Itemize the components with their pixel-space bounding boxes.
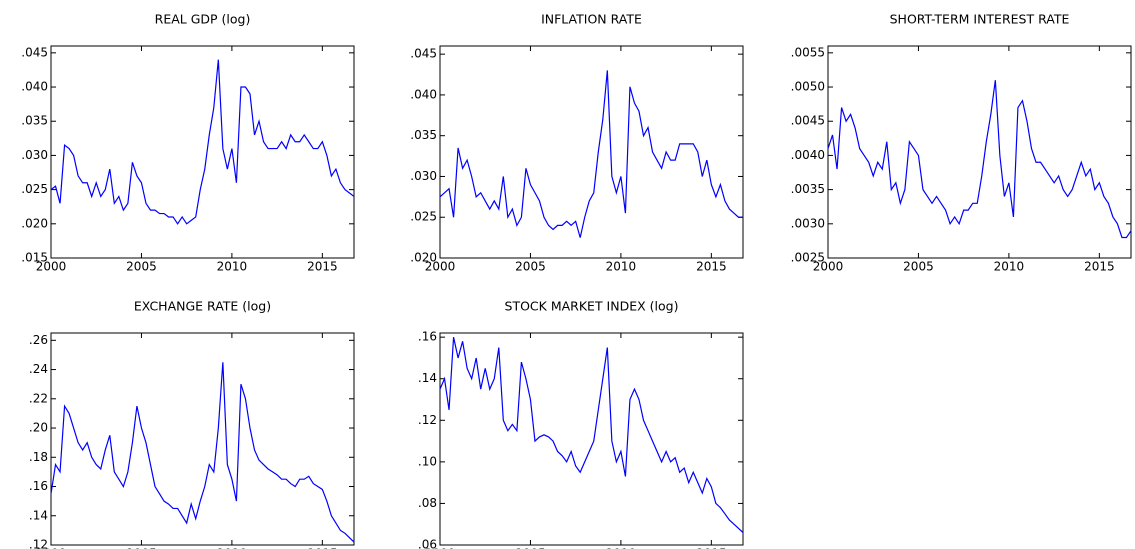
x-tick-label: 2015 [307, 260, 338, 274]
y-tick-label: .14 [29, 508, 48, 522]
x-tick-label: 2015 [696, 260, 727, 274]
x-tick-label: 2005 [903, 260, 934, 274]
y-tick-label: .12 [418, 413, 437, 427]
x-tick-label: 2010 [217, 547, 248, 549]
x-tick-label: 2015 [1084, 260, 1115, 274]
chart-title: INFLATION RATE [541, 12, 642, 27]
x-tick-label: 2010 [606, 547, 637, 549]
x-tick-label: 2005 [515, 547, 546, 549]
data-line [50, 59, 355, 225]
y-tick-label: .0040 [791, 148, 825, 162]
y-tick-label: .045 [21, 45, 48, 59]
plot-frame [827, 45, 1132, 259]
panel: STOCK MARKET INDEX (log) .06 .08 .10 .12 .14.… [418, 299, 744, 549]
panel: REAL GDP (log) .015 .020 .025 .030 .035 .040 .0… [21, 12, 355, 274]
panel: SHORT-TERM INTEREST RATE .0025 .0030 .0035.… [791, 12, 1132, 274]
y-tick-label: .08 [418, 496, 437, 510]
y-tick-label: .040 [410, 87, 437, 101]
y-tick-label: .16 [29, 479, 48, 493]
y-tick-label: .040 [21, 80, 48, 94]
y-tick-label: .025 [21, 182, 48, 196]
y-tick-label: .035 [410, 128, 437, 142]
chart-title: EXCHANGE RATE (log) [134, 299, 271, 314]
plot-frame [50, 332, 355, 546]
x-tick-label: 2000 [36, 547, 67, 549]
x-tick-label: 2015 [696, 547, 727, 549]
chart-title: STOCK MARKET INDEX (log) [505, 299, 679, 314]
y-tick-label: .015 [21, 251, 48, 265]
x-tick-label: 2010 [994, 260, 1025, 274]
data-line [827, 80, 1132, 239]
panel: INFLATION RATE .020 .025 .030 .035 .040 .045 20… [410, 12, 744, 274]
x-tick-label: 2015 [307, 547, 338, 549]
x-tick-label: 2005 [515, 260, 546, 274]
y-tick-label: .12 [29, 538, 48, 549]
y-tick-label: .030 [410, 169, 437, 183]
y-tick-label: .0025 [791, 251, 825, 265]
data-line [439, 337, 744, 533]
y-tick-label: .0035 [791, 182, 825, 196]
x-tick-label: 2010 [217, 260, 248, 274]
y-tick-label: .020 [21, 216, 48, 230]
y-tick-label: .045 [410, 47, 437, 61]
data-line [439, 70, 743, 238]
x-tick-label: 2000 [813, 260, 844, 274]
x-tick-label: 2010 [606, 260, 637, 274]
y-tick-label: .10 [418, 454, 437, 468]
y-tick-label: .020 [410, 251, 437, 265]
plot-frame [439, 332, 744, 546]
y-tick-label: .0050 [791, 80, 825, 94]
x-tick-label: 2000 [425, 260, 456, 274]
y-tick-label: .0045 [791, 114, 825, 128]
y-tick-label: .025 [410, 210, 437, 224]
y-tick-label: .22 [29, 391, 48, 405]
y-tick-label: .0055 [791, 45, 825, 59]
y-tick-label: .16 [418, 330, 437, 344]
plot-frame [50, 45, 355, 259]
y-tick-label: .0030 [791, 216, 825, 230]
x-tick-label: 2005 [126, 260, 157, 274]
x-tick-label: 2000 [36, 260, 67, 274]
y-tick-label: .14 [418, 371, 437, 385]
y-tick-label: .06 [418, 538, 437, 549]
y-tick-label: .030 [21, 148, 48, 162]
y-tick-label: .24 [29, 362, 48, 376]
plot-frame [439, 45, 744, 259]
y-tick-label: .18 [29, 450, 48, 464]
panel: EXCHANGE RATE (log) .12 .14 .16 .18 .20 .22 .24… [29, 299, 355, 549]
x-tick-label: 2000 [425, 547, 456, 549]
chart-title: REAL GDP (log) [155, 12, 251, 27]
y-tick-label: .035 [21, 114, 48, 128]
x-tick-label: 2005 [126, 547, 157, 549]
chart-title: SHORT-TERM INTEREST RATE [890, 12, 1070, 27]
y-tick-label: .20 [29, 421, 48, 435]
y-tick-label: .26 [29, 333, 48, 347]
data-line [50, 362, 355, 543]
